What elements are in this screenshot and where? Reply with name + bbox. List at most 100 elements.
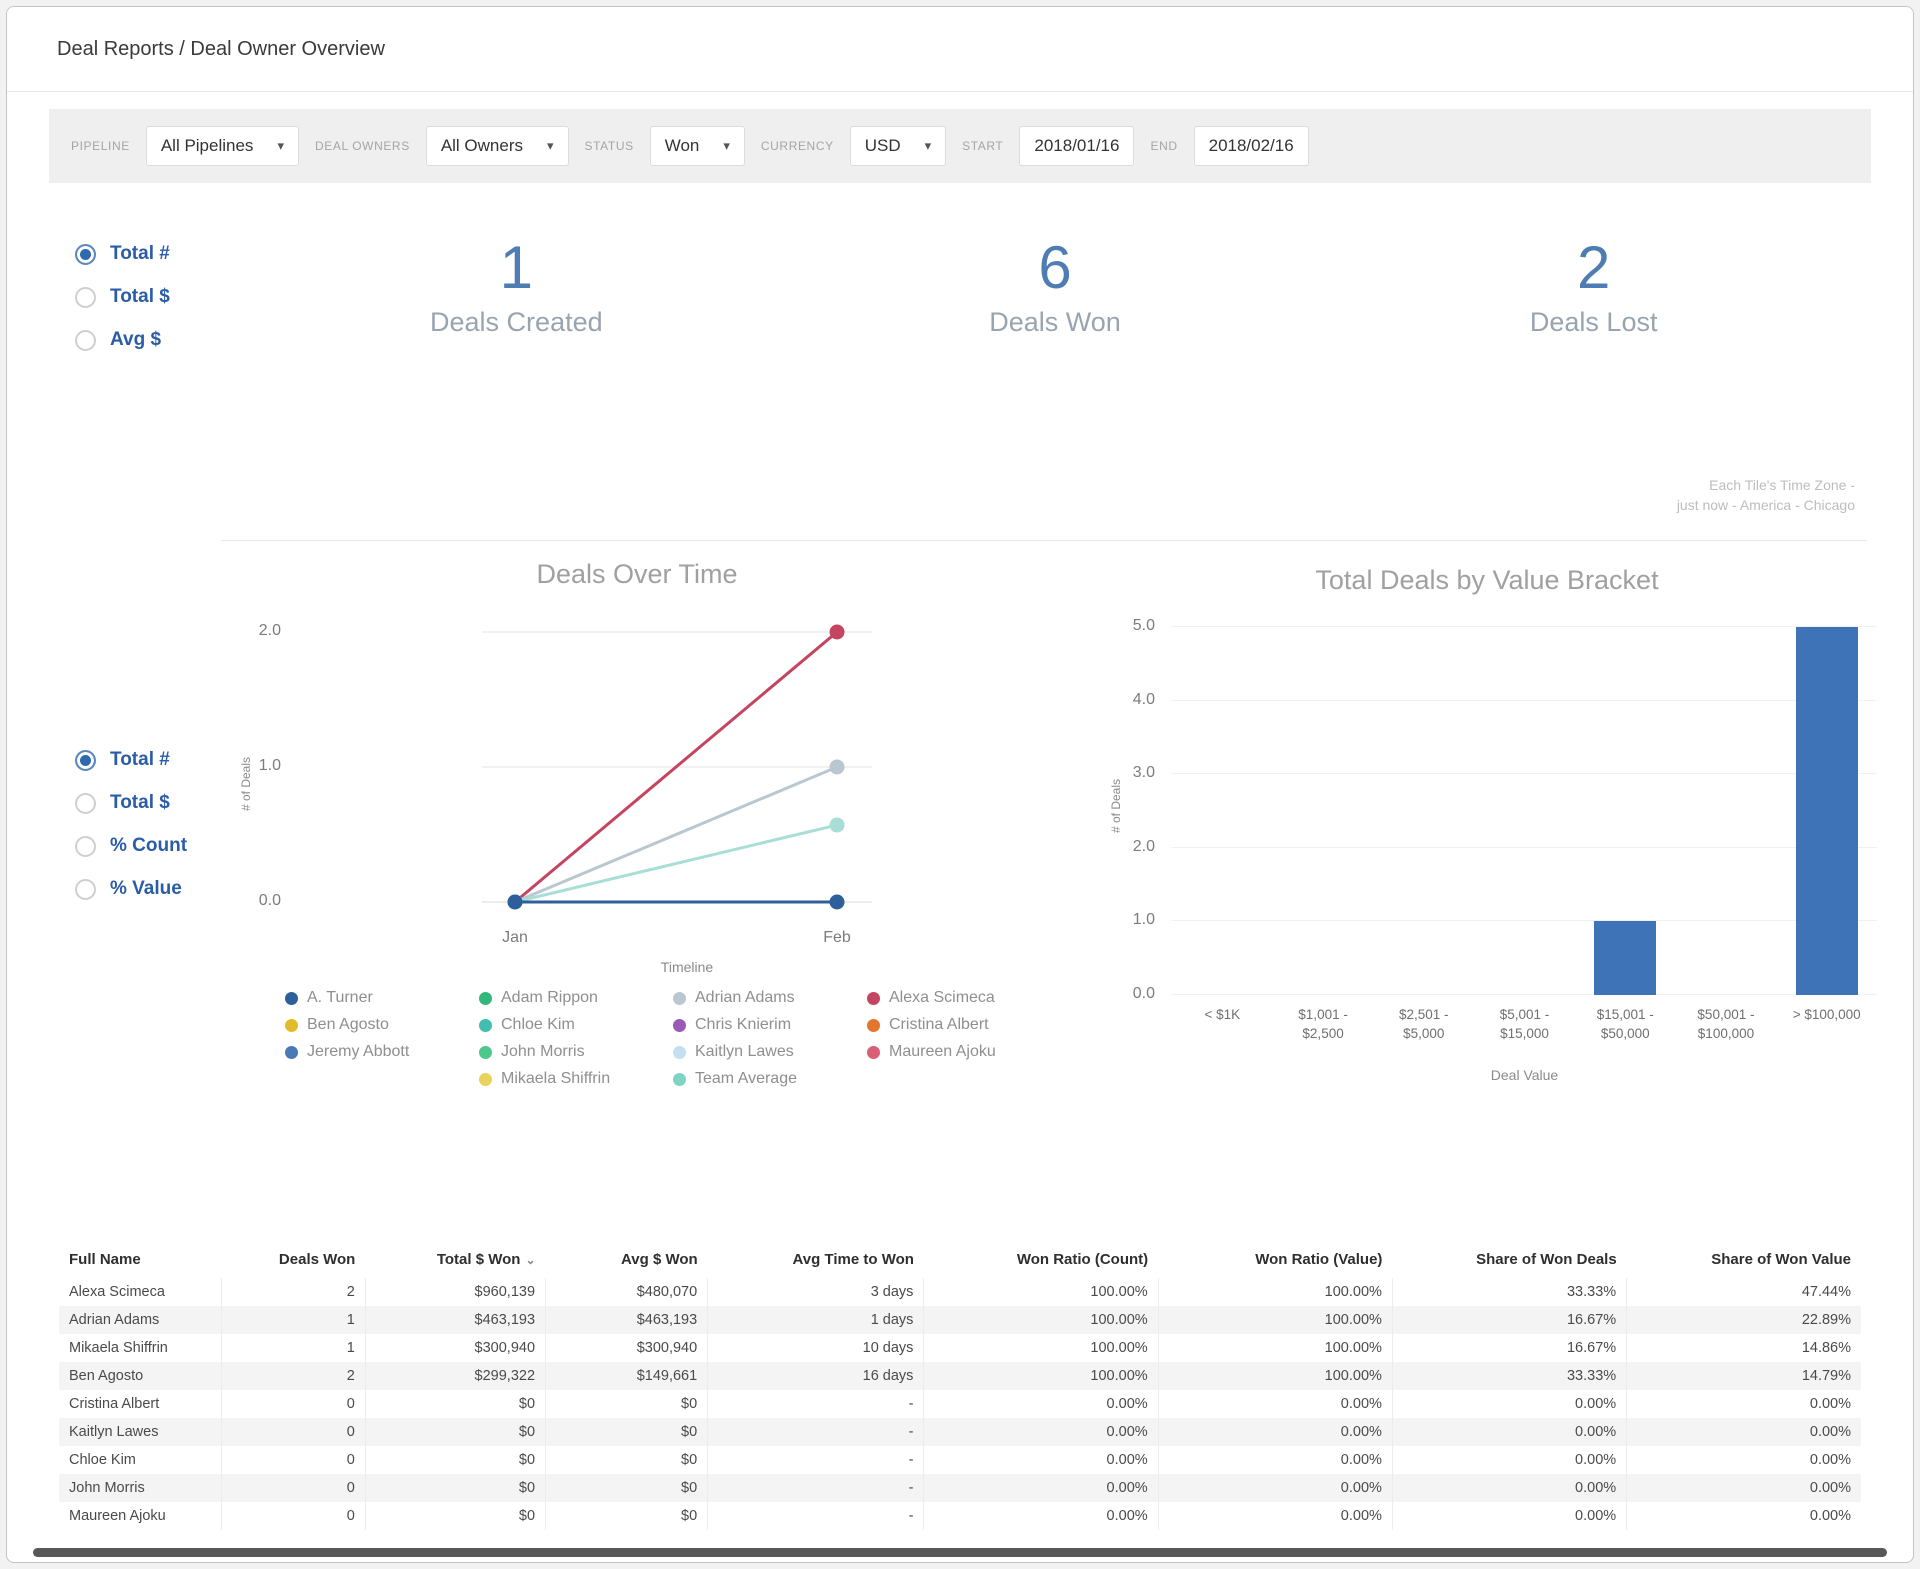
cell-won-ratio-value: 0.00%: [1158, 1446, 1393, 1474]
legend-item-mikaela-shiffrin[interactable]: Mikaela Shiffrin: [479, 1070, 667, 1088]
table-row-maureen-ajoku[interactable]: Maureen Ajoku 0 $0 $0-0.00% 0.00% 0.00% 0.00%: [59, 1502, 1861, 1530]
filter-label-pipeline: PIPELINE: [71, 139, 130, 153]
legend-item-chloe-kim[interactable]: Chloe Kim: [479, 1016, 667, 1034]
cell-deals-won: 1: [221, 1306, 366, 1334]
kpi-toggle-option-total[interactable]: Total $: [75, 286, 170, 308]
table-row-ben-agosto[interactable]: Ben Agosto 2 $299,322 $149,661 16 days 100.00…: [59, 1362, 1861, 1390]
table-row-adrian-adams[interactable]: Adrian Adams 1 $463,193 $463,193 1 days 100.0…: [59, 1306, 1861, 1334]
legend-label: Jeremy Abbott: [307, 1043, 410, 1060]
cell-share-of-won-deals: 0.00%: [1392, 1474, 1628, 1502]
legend-item-ben-agosto[interactable]: Ben Agosto: [285, 1016, 473, 1034]
cell-share-of-won-value: 0.00%: [1809, 1424, 1851, 1440]
bar-100-000[interactable]: [1795, 627, 1858, 995]
legend-label: Kaitlyn Lawes: [695, 1043, 794, 1060]
app-window: Deal Reports / Deal Owner Overview PIPEL…: [6, 6, 1914, 1563]
kpi-toggle-option-avg[interactable]: Avg $: [75, 329, 170, 351]
line-series-team-average: [514, 823, 838, 904]
chart-toggle-option-count[interactable]: % Count: [75, 835, 187, 857]
data-point-a-turner[interactable]: [507, 894, 523, 910]
table-row-john-morris[interactable]: John Morris 0 $0 $0-0.00% 0.00% 0.00% 0.00%: [59, 1474, 1861, 1502]
filter-value: USD: [864, 136, 901, 155]
cell-avg-won: $0: [545, 1418, 709, 1446]
legend-item-team-average[interactable]: Team Average: [673, 1070, 861, 1088]
kpi-toggle-option-total[interactable]: Total #: [75, 243, 170, 265]
cell-total-won: $0: [365, 1474, 547, 1502]
cell-share-of-won-deals: 0.00%: [1392, 1390, 1628, 1418]
currency-select[interactable]: USD ▾: [849, 126, 947, 166]
cell-total-won: $0: [365, 1390, 547, 1418]
cell-avg-won: $0: [545, 1446, 709, 1474]
table-row-cristina-albert[interactable]: Cristina Albert 0 $0 $0-0.00% 0.00% 0.00% 0.00…: [59, 1390, 1861, 1418]
start-date-input[interactable]: 2018/01/16: [1019, 126, 1135, 166]
data-point-alexa-scimeca[interactable]: [829, 624, 845, 640]
table-row-kaitlyn-lawes[interactable]: Kaitlyn Lawes 0 $0 $0-0.00% 0.00% 0.00% 0.00%: [59, 1418, 1861, 1446]
col-header-deals-won[interactable]: Deals Won: [278, 1251, 356, 1268]
cell-full-name: John Morris: [59, 1474, 222, 1502]
legend-item-chris-knierim[interactable]: Chris Knierim: [673, 1016, 861, 1034]
col-header-total-won[interactable]: Total $ Won ⌄: [436, 1251, 536, 1268]
legend-dot-icon: [673, 1072, 686, 1086]
col-header-avg-time-to-won[interactable]: Avg Time to Won: [792, 1251, 914, 1268]
gridline: [1172, 920, 1877, 922]
legend-label: John Morris: [501, 1043, 585, 1060]
table-row-alexa-scimeca[interactable]: Alexa Scimeca 2 $960,139 $480,070 3 days 100.…: [59, 1278, 1861, 1306]
status-select[interactable]: Won ▾: [649, 126, 745, 166]
radio-label: Total #: [110, 749, 170, 770]
radio-icon: [75, 749, 96, 771]
legend-item-maureen-ajoku[interactable]: Maureen Ajoku: [867, 1043, 1055, 1061]
kpi-value: 1: [499, 234, 534, 301]
chart-toggle-option-value[interactable]: % Value: [75, 878, 187, 900]
cell-avg-won: $0: [545, 1474, 709, 1502]
legend-label: A. Turner: [307, 989, 373, 1006]
radio-icon: [75, 878, 96, 900]
legend-item-a-turner[interactable]: A. Turner: [285, 989, 473, 1007]
table-row-mikaela-shiffrin[interactable]: Mikaela Shiffrin 1 $300,940 $300,940 10 days…: [59, 1334, 1861, 1362]
legend-dot-icon: [867, 1045, 880, 1059]
col-header-share-of-won-deals[interactable]: Share of Won Deals: [1476, 1251, 1617, 1268]
horizontal-scrollbar[interactable]: [33, 1548, 1887, 1557]
chart-toggle-option-total[interactable]: Total #: [75, 749, 187, 771]
cell-share-of-won-deals: 33.33%: [1392, 1278, 1628, 1306]
cell-avg-time-to-won: -: [707, 1502, 925, 1530]
bar-15-001-50-000[interactable]: [1594, 921, 1657, 995]
col-header-avg-won[interactable]: Avg $ Won: [621, 1251, 698, 1268]
data-point-team-average[interactable]: [829, 817, 845, 833]
deal-owners-select[interactable]: All Owners ▾: [425, 126, 569, 166]
legend-dot-icon: [673, 1018, 686, 1032]
table-row-chloe-kim[interactable]: Chloe Kim 0 $0 $0-0.00% 0.00% 0.00% 0.00%: [59, 1446, 1861, 1474]
legend-dot-icon: [479, 1045, 492, 1059]
data-point-adrian-adams[interactable]: [829, 759, 845, 775]
line-chart-legend: A. Turner Adam Rippon Adrian Adams Alexa Sc…: [285, 989, 1055, 1088]
col-header-share-of-won-value[interactable]: Share of Won Value: [1711, 1251, 1851, 1268]
pipeline-select[interactable]: All Pipelines ▾: [145, 126, 299, 166]
cell-won-ratio-value: 0.00%: [1158, 1390, 1393, 1418]
cell-full-name: Adrian Adams: [59, 1306, 222, 1334]
filter-value: 2018/01/16: [1034, 136, 1120, 155]
col-header-full-name[interactable]: Full Name: [69, 1251, 141, 1268]
legend-item-adrian-adams[interactable]: Adrian Adams: [673, 989, 861, 1007]
kpi-label: Deals Created: [430, 307, 603, 337]
cell-total-won: $960,139: [365, 1278, 547, 1306]
cell-won-ratio-count: 100.00%: [923, 1334, 1159, 1362]
col-header-won-ratio-value[interactable]: Won Ratio (Value): [1255, 1251, 1383, 1268]
legend-item-kaitlyn-lawes[interactable]: Kaitlyn Lawes: [673, 1043, 861, 1061]
cell-full-name: Alexa Scimeca: [59, 1278, 222, 1306]
col-header-won-ratio-count[interactable]: Won Ratio (Count): [1016, 1251, 1149, 1268]
legend-item-cristina-albert[interactable]: Cristina Albert: [867, 1016, 1055, 1034]
legend-item-jeremy-abbott[interactable]: Jeremy Abbott: [285, 1043, 473, 1061]
legend-item-alexa-scimeca[interactable]: Alexa Scimeca: [867, 989, 1055, 1007]
legend-label: Adam Rippon: [501, 989, 598, 1006]
legend-label: Chris Knierim: [695, 1016, 792, 1033]
cell-avg-time-to-won: 1 days: [707, 1306, 925, 1334]
data-point-a-turner[interactable]: [829, 894, 845, 910]
radio-icon: [75, 792, 96, 814]
legend-item-adam-rippon[interactable]: Adam Rippon: [479, 989, 667, 1007]
gridline: [1172, 626, 1877, 627]
cell-avg-won: $300,940: [545, 1334, 709, 1362]
chart-toggle-option-total[interactable]: Total $: [75, 792, 187, 814]
cell-won-ratio-count: 100.00%: [923, 1362, 1159, 1390]
end-date-input[interactable]: 2018/02/16: [1193, 126, 1309, 166]
legend-item-john-morris[interactable]: John Morris: [479, 1043, 667, 1061]
cell-full-name: Cristina Albert: [59, 1390, 222, 1418]
cell-won-ratio-value: 0.00%: [1158, 1418, 1393, 1446]
